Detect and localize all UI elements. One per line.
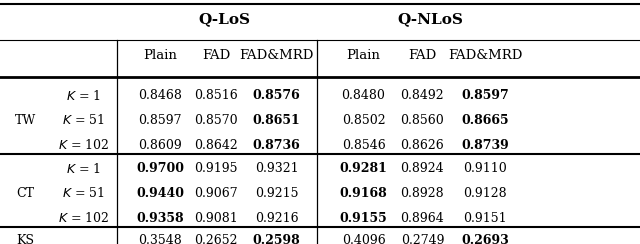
Text: 0.2598: 0.2598 xyxy=(253,234,300,244)
Text: 0.9321: 0.9321 xyxy=(255,162,298,175)
Text: $K$ = 51: $K$ = 51 xyxy=(62,113,104,127)
Text: FAD: FAD xyxy=(202,49,230,62)
Text: 0.8964: 0.8964 xyxy=(401,212,444,225)
Text: 0.8609: 0.8609 xyxy=(138,139,182,152)
Text: CT: CT xyxy=(17,187,35,200)
Text: 0.9081: 0.9081 xyxy=(195,212,238,225)
Text: 0.8924: 0.8924 xyxy=(401,162,444,175)
Text: 0.8560: 0.8560 xyxy=(401,114,444,127)
Text: 0.8651: 0.8651 xyxy=(253,114,300,127)
Text: 0.8739: 0.8739 xyxy=(461,139,509,152)
Text: 0.8480: 0.8480 xyxy=(342,89,385,102)
Text: 0.8626: 0.8626 xyxy=(401,139,444,152)
Text: Plain: Plain xyxy=(347,49,380,62)
Text: 0.9700: 0.9700 xyxy=(136,162,184,175)
Text: $K$ = 1: $K$ = 1 xyxy=(66,162,100,176)
Text: $K$ = 102: $K$ = 102 xyxy=(58,211,109,225)
Text: 0.8492: 0.8492 xyxy=(401,89,444,102)
Text: 0.9215: 0.9215 xyxy=(255,187,298,200)
Text: 0.9151: 0.9151 xyxy=(463,212,507,225)
Text: FAD&MRD: FAD&MRD xyxy=(239,49,314,62)
Text: 0.9358: 0.9358 xyxy=(136,212,184,225)
Text: 0.9128: 0.9128 xyxy=(463,187,507,200)
Text: 0.2693: 0.2693 xyxy=(461,234,509,244)
Text: 0.8736: 0.8736 xyxy=(253,139,300,152)
Text: 0.2749: 0.2749 xyxy=(401,234,444,244)
Text: FAD&MRD: FAD&MRD xyxy=(448,49,522,62)
Text: FAD: FAD xyxy=(408,49,436,62)
Text: $K$ = 51: $K$ = 51 xyxy=(62,186,104,201)
Text: 0.9216: 0.9216 xyxy=(255,212,298,225)
Text: 0.8468: 0.8468 xyxy=(138,89,182,102)
Text: Q-NLoS: Q-NLoS xyxy=(398,12,463,26)
Text: $K$ = 1: $K$ = 1 xyxy=(66,89,100,103)
Text: 0.8665: 0.8665 xyxy=(461,114,509,127)
Text: 0.8502: 0.8502 xyxy=(342,114,385,127)
Text: 0.4096: 0.4096 xyxy=(342,234,385,244)
Text: 0.8546: 0.8546 xyxy=(342,139,385,152)
Text: 0.9155: 0.9155 xyxy=(340,212,387,225)
Text: 0.8570: 0.8570 xyxy=(195,114,238,127)
Text: 0.8928: 0.8928 xyxy=(401,187,444,200)
Text: 0.8642: 0.8642 xyxy=(195,139,238,152)
Text: 0.2652: 0.2652 xyxy=(195,234,238,244)
Text: 0.9281: 0.9281 xyxy=(340,162,387,175)
Text: 0.8516: 0.8516 xyxy=(195,89,238,102)
Text: 0.9110: 0.9110 xyxy=(463,162,507,175)
Text: KS: KS xyxy=(17,234,35,244)
Text: 0.8597: 0.8597 xyxy=(138,114,182,127)
Text: 0.9168: 0.9168 xyxy=(340,187,387,200)
Text: 0.3548: 0.3548 xyxy=(138,234,182,244)
Text: Q-LoS: Q-LoS xyxy=(198,12,251,26)
Text: Plain: Plain xyxy=(143,49,177,62)
Text: TW: TW xyxy=(15,114,36,127)
Text: 0.9440: 0.9440 xyxy=(136,187,184,200)
Text: 0.9195: 0.9195 xyxy=(195,162,238,175)
Text: 0.8597: 0.8597 xyxy=(461,89,509,102)
Text: $K$ = 102: $K$ = 102 xyxy=(58,138,109,152)
Text: 0.8576: 0.8576 xyxy=(253,89,300,102)
Text: 0.9067: 0.9067 xyxy=(195,187,238,200)
